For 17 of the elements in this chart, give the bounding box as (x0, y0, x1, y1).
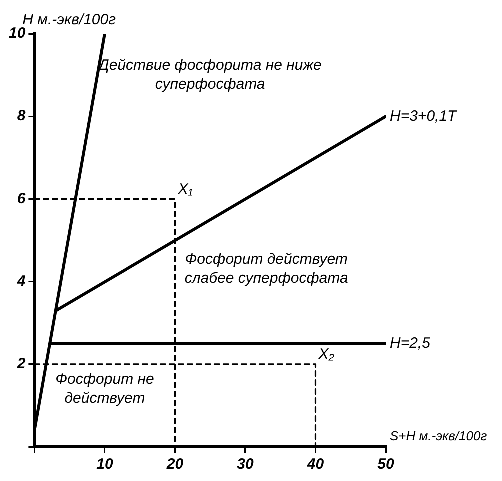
x-tick-label: 30 (237, 456, 254, 474)
x-axis-title: S+H м.-экв/100г (390, 428, 488, 444)
annotation: Фосфорит не действует (56, 370, 154, 407)
annotation: H=3+0,1T (390, 108, 459, 125)
annotation: H=2,5 (390, 334, 432, 352)
y-tick-label: 6 (17, 190, 26, 208)
x-tick-label: 50 (378, 456, 395, 474)
x-tick-label: 10 (96, 456, 114, 474)
annotation: X₁ (177, 180, 194, 198)
annotation: X₂ (318, 346, 335, 364)
y-tick-label: 2 (16, 356, 26, 373)
x-tick-label: 40 (306, 456, 325, 474)
y-tick-label: 8 (17, 108, 26, 125)
x-tick-label: 20 (166, 456, 184, 474)
annotation: Действие фосфорита не ниже суперфосфата (96, 56, 322, 93)
annotation: Фосфорит действует слабее суперфосфата (184, 251, 348, 288)
y-tick-label: 4 (16, 272, 26, 290)
